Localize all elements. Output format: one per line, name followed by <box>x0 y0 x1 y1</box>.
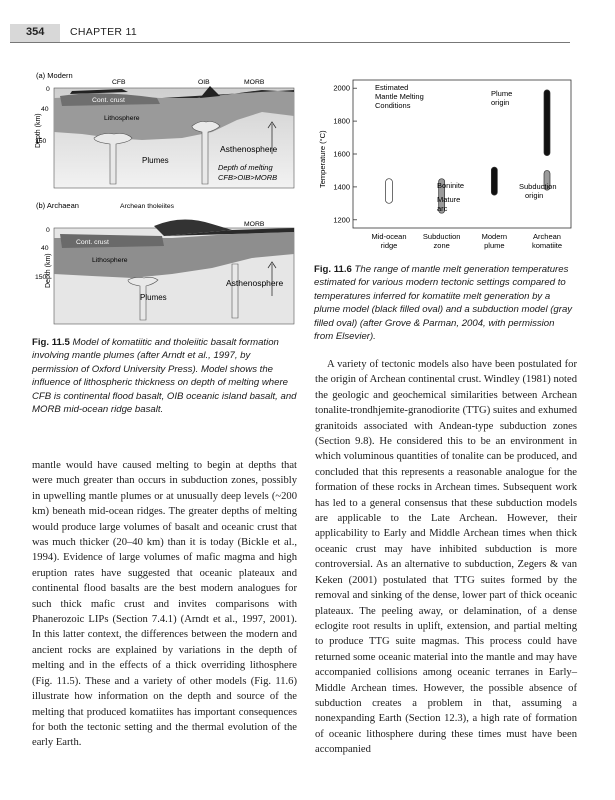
y-tick-label: 1400 <box>333 182 350 191</box>
caption-label: Fig. 11.5 <box>32 337 70 348</box>
range-marks <box>385 89 551 214</box>
panel-a-diagram <box>53 86 295 189</box>
annotation-boninite: Boninite <box>437 181 464 190</box>
label-tholeiites: Archean tholeiites <box>120 203 175 210</box>
label-morb-a: MORB <box>244 79 265 86</box>
title-line-1: Estimated <box>375 83 408 92</box>
figure-11-6: Temperature (°C) 1200 1400 1600 1800 2000 Mi… <box>318 79 572 250</box>
label-oib: OIB <box>198 79 210 86</box>
y-tick-label: 1200 <box>333 215 350 224</box>
y-axis-label: Temperature (°C) <box>318 130 327 188</box>
panel-a-tick-150: 150 <box>35 138 47 145</box>
panel-a-tick-40: 40 <box>41 106 49 113</box>
page-number: 354 <box>26 26 45 38</box>
annotation-arc: arc <box>437 204 448 213</box>
category-label: Modern <box>482 232 507 241</box>
label-asthenosphere-b: Asthenosphere <box>226 278 283 288</box>
annotation-plume: Plume <box>491 89 512 98</box>
category-label: ridge <box>381 241 398 250</box>
y-tick-label: 1800 <box>333 117 350 126</box>
range-oval-0 <box>385 178 393 204</box>
header-rule <box>10 42 570 43</box>
panel-b-y-axis: Depth (km) <box>45 253 52 288</box>
panel-b-label: (b) Archaean <box>36 201 79 210</box>
range-oval-3 <box>543 89 551 156</box>
title-line-3: Conditions <box>375 101 411 110</box>
annotation-mature: Mature <box>437 195 460 204</box>
running-header: 354 CHAPTER 11 <box>0 22 615 48</box>
annotation-origin: origin <box>491 98 509 107</box>
depth-note-2: CFB>OIB>MORB <box>218 173 277 182</box>
category-label: komatiite <box>532 241 562 250</box>
body-column-right: A variety of tectonic models also have b… <box>315 357 577 758</box>
label-lithosphere-a: Lithosphere <box>104 115 140 122</box>
panel-a-y-axis: Depth (km) <box>35 113 42 148</box>
label-cont-crust-a: Cont. crust <box>92 97 125 104</box>
y-tick-label: 1600 <box>333 150 350 159</box>
range-oval-1 <box>438 178 446 214</box>
panel-a-tick-0: 0 <box>46 86 50 93</box>
annotation-subduction: Subduction <box>519 182 557 191</box>
label-plumes-b: Plumes <box>140 293 167 302</box>
depth-note-1: Depth of melting <box>218 163 273 172</box>
panel-b-tick-0: 0 <box>46 227 50 234</box>
figure-11-5: (a) Modern Depth (km) 0 40 150 CFB OIB M… <box>35 71 295 325</box>
label-lithosphere-b: Lithosphere <box>92 257 128 264</box>
label-asthenosphere-a: Asthenosphere <box>220 144 277 154</box>
paragraph: mantle would have caused melting to begi… <box>32 460 297 749</box>
label-morb-b: MORB <box>244 221 265 228</box>
category-label: Subduction <box>423 232 461 241</box>
panel-b-tick-40: 40 <box>41 245 49 252</box>
category-label: Mid-ocean <box>371 232 406 241</box>
figure-11-5-caption: Fig. 11.5 Model of komatiitic and tholei… <box>32 336 297 416</box>
y-tick-label: 2000 <box>333 84 350 93</box>
caption-text: Model of komatiitic and tholeiitic basal… <box>32 337 297 416</box>
panel-a-label: (a) Modern <box>36 71 73 80</box>
label-plumes-a: Plumes <box>142 156 169 165</box>
caption-label: Fig. 11.6 <box>314 264 352 275</box>
title-line-2: Mantle Melting <box>375 92 424 101</box>
figure-11-6-caption: Fig. 11.6 The range of mantle melt gener… <box>314 263 576 343</box>
panel-b-tick-150: 150 <box>35 274 47 281</box>
paragraph: A variety of tectonic models also have b… <box>315 359 577 756</box>
range-oval-4 <box>543 170 551 191</box>
chapter-title: CHAPTER 11 <box>70 26 137 38</box>
y-ticks: 1200 1400 1600 1800 2000 <box>333 84 357 224</box>
category-label: Archean <box>533 232 561 241</box>
panel-b-diagram <box>53 219 295 325</box>
category-label: zone <box>434 241 450 250</box>
annotation-sub-origin: origin <box>525 191 543 200</box>
body-column-left: mantle would have caused melting to begi… <box>32 458 297 751</box>
caption-text: The range of mantle melt generation temp… <box>314 264 573 343</box>
category-label: plume <box>484 241 504 250</box>
label-cont-crust-b: Cont. crust <box>76 239 109 246</box>
range-oval-2 <box>490 166 498 196</box>
label-cfb: CFB <box>112 79 126 86</box>
